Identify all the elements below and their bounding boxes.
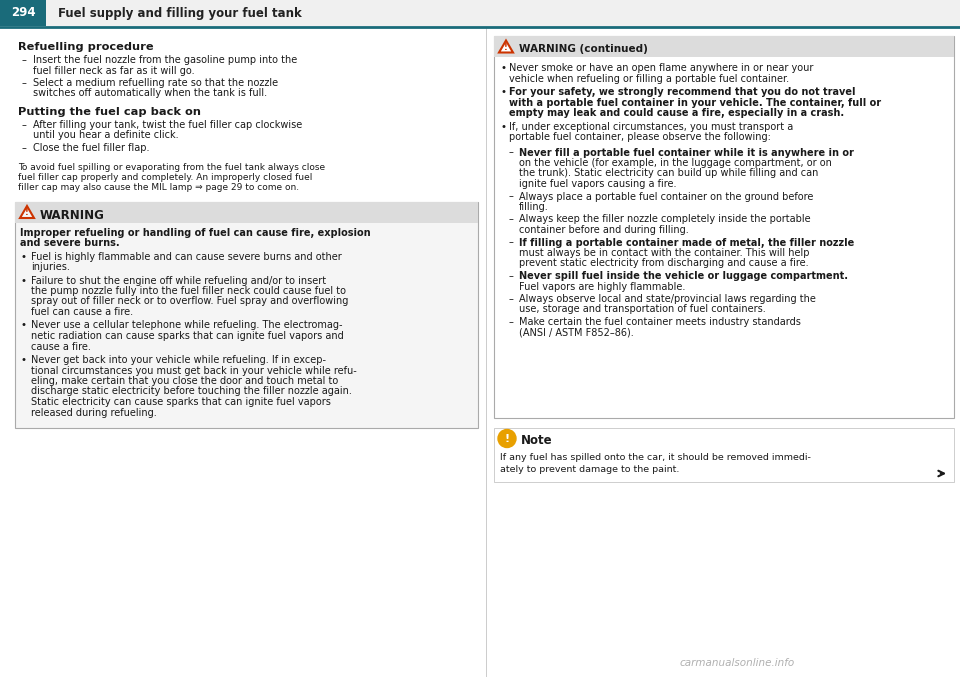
Text: –: –: [22, 143, 27, 153]
Text: Always observe local and state/provincial laws regarding the: Always observe local and state/provincia…: [519, 294, 816, 304]
Text: must always be in contact with the container. This will help: must always be in contact with the conta…: [519, 248, 809, 258]
FancyBboxPatch shape: [494, 428, 954, 481]
Text: –: –: [22, 78, 27, 88]
Text: fuel can cause a fire.: fuel can cause a fire.: [31, 307, 133, 317]
Text: eling, make certain that you close the door and touch metal to: eling, make certain that you close the d…: [31, 376, 338, 386]
Text: Never spill fuel inside the vehicle or luggage compartment.: Never spill fuel inside the vehicle or l…: [519, 271, 848, 281]
Text: Failure to shut the engine off while refueling and/or to insert: Failure to shut the engine off while ref…: [31, 275, 326, 286]
Text: portable fuel container, please observe the following:: portable fuel container, please observe …: [509, 132, 771, 142]
Text: prevent static electricity from discharging and cause a fire.: prevent static electricity from discharg…: [519, 258, 808, 269]
Text: Note: Note: [521, 435, 553, 447]
Text: !: !: [25, 208, 29, 217]
Text: Close the fuel filler flap.: Close the fuel filler flap.: [33, 143, 150, 153]
Text: •: •: [21, 252, 27, 262]
Text: •: •: [21, 320, 27, 330]
Text: Never fill a portable fuel container while it is anywhere in or: Never fill a portable fuel container whi…: [519, 148, 853, 158]
Text: Make certain the fuel container meets industry standards: Make certain the fuel container meets in…: [519, 317, 801, 327]
Text: with a portable fuel container in your vehicle. The container, full or: with a portable fuel container in your v…: [509, 97, 881, 107]
Text: container before and during filling.: container before and during filling.: [519, 225, 688, 235]
Text: empty may leak and could cause a fire, especially in a crash.: empty may leak and could cause a fire, e…: [509, 108, 844, 118]
FancyBboxPatch shape: [494, 36, 954, 418]
Text: ately to prevent damage to the paint.: ately to prevent damage to the paint.: [500, 464, 680, 473]
Text: filler cap may also cause the MIL lamp ⇒ page 29 to come on.: filler cap may also cause the MIL lamp ⇒…: [18, 184, 300, 192]
Text: If any fuel has spilled onto the car, it should be removed immedi-: If any fuel has spilled onto the car, it…: [500, 454, 811, 462]
Text: and severe burns.: and severe burns.: [20, 238, 120, 248]
Text: !: !: [504, 434, 509, 443]
Text: For your safety, we strongly recommend that you do not travel: For your safety, we strongly recommend t…: [509, 87, 855, 97]
Text: To avoid fuel spilling or evaporating from the fuel tank always close: To avoid fuel spilling or evaporating fr…: [18, 163, 325, 173]
Text: use, storage and transportation of fuel containers.: use, storage and transportation of fuel …: [519, 305, 766, 314]
Text: spray out of filler neck or to overflow. Fuel spray and overflowing: spray out of filler neck or to overflow.…: [31, 296, 348, 307]
Text: on the vehicle (for example, in the luggage compartment, or on: on the vehicle (for example, in the lugg…: [519, 158, 832, 168]
Text: fuel filler neck as far as it will go.: fuel filler neck as far as it will go.: [33, 65, 195, 75]
Text: WARNING: WARNING: [40, 209, 105, 222]
Text: If, under exceptional circumstances, you must transport a: If, under exceptional circumstances, you…: [509, 122, 793, 131]
Text: WARNING (continued): WARNING (continued): [519, 44, 648, 54]
Text: •: •: [500, 122, 506, 131]
Text: Always keep the filler nozzle completely inside the portable: Always keep the filler nozzle completely…: [519, 214, 810, 224]
Text: Insert the fuel nozzle from the gasoline pump into the: Insert the fuel nozzle from the gasoline…: [33, 55, 298, 65]
Text: Always place a portable fuel container on the ground before: Always place a portable fuel container o…: [519, 192, 813, 201]
Text: –: –: [22, 120, 27, 130]
Text: Putting the fuel cap back on: Putting the fuel cap back on: [18, 107, 201, 117]
Text: discharge static electricity before touching the filler nozzle again.: discharge static electricity before touc…: [31, 386, 352, 396]
Text: Fuel is highly flammable and can cause severe burns and other: Fuel is highly flammable and can cause s…: [31, 252, 342, 262]
Text: the pump nozzle fully into the fuel filler neck could cause fuel to: the pump nozzle fully into the fuel fill…: [31, 286, 346, 296]
Text: –: –: [509, 148, 514, 158]
Text: released during refueling.: released during refueling.: [31, 407, 156, 418]
FancyBboxPatch shape: [15, 201, 478, 428]
Text: •: •: [500, 63, 506, 73]
Text: !: !: [504, 42, 508, 52]
Text: Never use a cellular telephone while refueling. The electromag-: Never use a cellular telephone while ref…: [31, 320, 343, 330]
FancyBboxPatch shape: [494, 36, 954, 57]
Text: Static electricity can cause sparks that can ignite fuel vapors: Static electricity can cause sparks that…: [31, 397, 331, 407]
Text: –: –: [509, 317, 514, 327]
Polygon shape: [20, 206, 34, 218]
FancyBboxPatch shape: [0, 0, 46, 26]
Text: –: –: [509, 214, 514, 224]
Text: the trunk). Static electricity can build up while filling and can: the trunk). Static electricity can build…: [519, 169, 818, 178]
Text: carmanualsonline.info: carmanualsonline.info: [680, 658, 795, 668]
FancyBboxPatch shape: [15, 201, 478, 222]
Text: –: –: [509, 294, 514, 304]
Text: tional circumstances you must get back in your vehicle while refu-: tional circumstances you must get back i…: [31, 366, 357, 375]
Text: –: –: [509, 271, 514, 281]
FancyBboxPatch shape: [46, 0, 960, 26]
Text: Fuel supply and filling your fuel tank: Fuel supply and filling your fuel tank: [58, 7, 301, 20]
Text: cause a fire.: cause a fire.: [31, 341, 91, 352]
Text: •: •: [21, 275, 27, 286]
Text: injuries.: injuries.: [31, 262, 70, 272]
Text: Never get back into your vehicle while refueling. If in excep-: Never get back into your vehicle while r…: [31, 355, 326, 365]
Text: ignite fuel vapors causing a fire.: ignite fuel vapors causing a fire.: [519, 179, 677, 189]
Text: Select a medium refuelling rate so that the nozzle: Select a medium refuelling rate so that …: [33, 78, 278, 88]
Text: vehicle when refueling or filling a portable fuel container.: vehicle when refueling or filling a port…: [509, 73, 789, 84]
Text: fuel filler cap properly and completely. An improperly closed fuel: fuel filler cap properly and completely.…: [18, 173, 312, 182]
Text: –: –: [509, 237, 514, 248]
Polygon shape: [499, 41, 513, 52]
Text: switches off automatically when the tank is full.: switches off automatically when the tank…: [33, 88, 267, 99]
Text: netic radiation can cause sparks that can ignite fuel vapors and: netic radiation can cause sparks that ca…: [31, 331, 344, 341]
Text: –: –: [509, 192, 514, 201]
Text: Fuel vapors are highly flammable.: Fuel vapors are highly flammable.: [519, 282, 685, 292]
Text: •: •: [21, 355, 27, 365]
Text: Refuelling procedure: Refuelling procedure: [18, 42, 154, 52]
Text: Improper refueling or handling of fuel can cause fire, explosion: Improper refueling or handling of fuel c…: [20, 228, 371, 237]
Circle shape: [498, 430, 516, 447]
Text: filling.: filling.: [519, 202, 549, 212]
Text: •: •: [500, 87, 506, 97]
Text: –: –: [22, 55, 27, 65]
Text: (ANSI / ASTM F852–86).: (ANSI / ASTM F852–86).: [519, 328, 634, 337]
Text: Never smoke or have an open flame anywhere in or near your: Never smoke or have an open flame anywhe…: [509, 63, 813, 73]
Text: After filling your tank, twist the fuel filler cap clockwise: After filling your tank, twist the fuel …: [33, 120, 302, 130]
Text: If filling a portable container made of metal, the filler nozzle: If filling a portable container made of …: [519, 237, 854, 248]
Text: 294: 294: [11, 7, 36, 20]
Text: until you hear a definite click.: until you hear a definite click.: [33, 131, 179, 141]
